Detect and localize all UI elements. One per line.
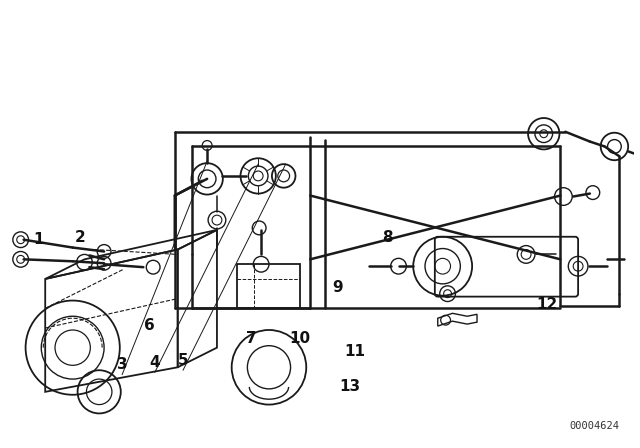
Text: 8: 8 [383, 230, 393, 245]
Text: 5: 5 [178, 353, 188, 368]
Text: 3: 3 [117, 357, 127, 372]
Text: 4: 4 [150, 355, 160, 370]
Text: 00004624: 00004624 [570, 421, 620, 431]
Text: 1: 1 [33, 232, 44, 247]
Text: 10: 10 [289, 331, 310, 346]
Text: 11: 11 [344, 344, 365, 359]
Text: 12: 12 [537, 297, 558, 311]
Text: 6: 6 [144, 318, 154, 332]
Text: 2: 2 [75, 230, 86, 245]
Text: 7: 7 [246, 331, 256, 346]
Text: 13: 13 [340, 379, 361, 394]
Text: 9: 9 [332, 280, 343, 295]
